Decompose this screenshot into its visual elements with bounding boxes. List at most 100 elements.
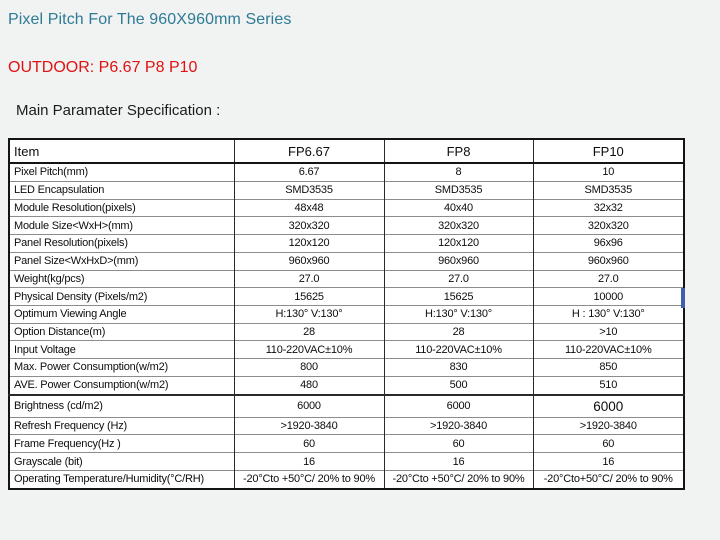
row-value: 480 — [233, 375, 384, 395]
column-header-3: FP10 — [532, 139, 684, 164]
row-value: 120x120 — [383, 234, 533, 253]
row-value: 48x48 — [233, 198, 384, 217]
row-value: 6000 — [532, 393, 684, 418]
row-value: 960x960 — [532, 251, 684, 270]
row-value: 110-220VAC±10% — [383, 340, 533, 359]
spec-table-header-row: Item FP6.67 FP8 FP10 — [9, 139, 684, 164]
table-row: Grayscale (bit) 16 16 16 — [9, 452, 684, 471]
row-label: Panel Size<WxHxD>(mm) — [9, 251, 234, 270]
row-value: >1920-3840 — [532, 416, 684, 435]
row-label: Brightness (cd/m2) — [9, 393, 234, 418]
row-value: -20°Cto +50°C/ 20% to 90% — [383, 469, 533, 489]
row-value: 32x32 — [532, 198, 684, 217]
row-value: 96x96 — [532, 234, 684, 253]
row-value: 27.0 — [532, 269, 684, 288]
row-value: 8 — [383, 162, 533, 182]
table-row: Panel Size<WxHxD>(mm) 960x960 960x960 960x9… — [9, 251, 684, 270]
row-value: 110-220VAC±10% — [233, 340, 384, 359]
row-value: 6.67 — [233, 162, 384, 182]
row-value: 27.0 — [383, 269, 533, 288]
table-row: Panel Resolution(pixels) 120x120 120x120 96… — [9, 234, 684, 253]
page-title: Pixel Pitch For The 960X960mm Series — [8, 11, 292, 28]
row-value: 27.0 — [233, 269, 384, 288]
column-header-1: FP6.67 — [233, 139, 384, 164]
row-value: 10 — [532, 162, 684, 182]
row-value: 120x120 — [233, 234, 384, 253]
row-label: AVE. Power Consumption(w/m2) — [9, 375, 234, 395]
row-value: 960x960 — [383, 251, 533, 270]
row-value: SMD3535 — [532, 180, 684, 200]
table-row: Max. Power Consumption(w/m2) 800 830 850 — [9, 358, 684, 377]
row-label: Grayscale (bit) — [9, 452, 234, 471]
row-label: Max. Power Consumption(w/m2) — [9, 358, 234, 377]
table-row: Refresh Frequency (Hz) >1920-3840 >1920-38… — [9, 416, 684, 435]
row-value: 510 — [532, 375, 684, 395]
row-label: Pixel Pitch(mm) — [9, 162, 234, 182]
row-value: 40x40 — [383, 198, 533, 217]
row-label: Panel Resolution(pixels) — [9, 234, 234, 253]
row-value: 60 — [233, 434, 384, 453]
table-row: LED Encapsulation SMD3535 SMD3535 SMD3535 — [9, 180, 684, 200]
table-row: Brightness (cd/m2) 6000 6000 6000 — [9, 393, 684, 418]
table-row: Pixel Pitch(mm) 6.67 8 10 — [9, 162, 684, 182]
row-value: 500 — [383, 375, 533, 395]
row-value: 800 — [233, 358, 384, 377]
table-row: Input Voltage 110-220VAC±10% 110-220VAC±10… — [9, 340, 684, 359]
outdoor-series-label: OUTDOOR: P6.67 P8 P10 — [8, 59, 198, 76]
row-value: 28 — [383, 322, 533, 341]
row-value: >1920-3840 — [233, 416, 384, 435]
row-value: >10 — [532, 322, 684, 341]
table-row: AVE. Power Consumption(w/m2) 480 500 510 — [9, 375, 684, 395]
table-row: Operating Temperature/Humidity(°C/RH) -20… — [9, 469, 684, 489]
row-value: 830 — [383, 358, 533, 377]
row-value: 15625 — [233, 287, 384, 306]
row-value: 16 — [233, 452, 384, 471]
row-value: 110-220VAC±10% — [532, 340, 684, 359]
row-label: Physical Density (Pixels/m2) — [9, 287, 234, 306]
table-row: Frame Frequency(Hz ) 60 60 60 — [9, 434, 684, 453]
row-value: SMD3535 — [383, 180, 533, 200]
row-value: 15625 — [383, 287, 533, 306]
row-value: H:130° V:130° — [233, 304, 384, 324]
row-selection-accent — [681, 288, 685, 308]
table-row: Module Size<WxH>(mm) 320x320 320x320 320x32… — [9, 216, 684, 235]
table-row: Optimum Viewing Angle H:130° V:130° H:130°… — [9, 304, 684, 324]
section-label: Main Paramater Specification : — [16, 102, 221, 119]
spec-table-body: Pixel Pitch(mm) 6.67 8 10 LED Encapsulation S… — [9, 162, 684, 489]
row-value: H : 130° V:130° — [532, 304, 684, 324]
row-label: Operating Temperature/Humidity(°C/RH) — [9, 469, 234, 489]
row-value: 60 — [532, 434, 684, 453]
column-header-0: Item — [9, 139, 234, 164]
row-label: Module Size<WxH>(mm) — [9, 216, 234, 235]
row-value: >1920-3840 — [383, 416, 533, 435]
row-value: -20°Cto+50°C/ 20% to 90% — [532, 469, 684, 489]
row-label: Frame Frequency(Hz ) — [9, 434, 234, 453]
row-value: 850 — [532, 358, 684, 377]
row-value: 6000 — [233, 393, 384, 418]
row-label: Input Voltage — [9, 340, 234, 359]
row-value: 10000 — [532, 287, 684, 306]
row-label: Refresh Frequency (Hz) — [9, 416, 234, 435]
column-header-2: FP8 — [383, 139, 533, 164]
table-row: Option Distance(m) 28 28 >10 — [9, 322, 684, 341]
row-value: 16 — [383, 452, 533, 471]
row-value: 320x320 — [383, 216, 533, 235]
row-label: Weight(kg/pcs) — [9, 269, 234, 288]
row-value: 960x960 — [233, 251, 384, 270]
row-label: Option Distance(m) — [9, 322, 234, 341]
row-value: 320x320 — [532, 216, 684, 235]
row-value: 320x320 — [233, 216, 384, 235]
row-value: H:130° V:130° — [383, 304, 533, 324]
row-label: Module Resolution(pixels) — [9, 198, 234, 217]
row-value: 60 — [383, 434, 533, 453]
row-label: LED Encapsulation — [9, 180, 234, 200]
row-label: Optimum Viewing Angle — [9, 304, 234, 324]
table-row: Module Resolution(pixels) 48x48 40x40 32x32 — [9, 198, 684, 217]
row-value: 6000 — [383, 393, 533, 418]
row-value: 28 — [233, 322, 384, 341]
table-row: Weight(kg/pcs) 27.0 27.0 27.0 — [9, 269, 684, 288]
row-value: -20°Cto +50°C/ 20% to 90% — [233, 469, 384, 489]
row-value: SMD3535 — [233, 180, 384, 200]
spec-table: Item FP6.67 FP8 FP10 Pixel Pitch(mm) 6.67 8 10… — [8, 138, 685, 490]
